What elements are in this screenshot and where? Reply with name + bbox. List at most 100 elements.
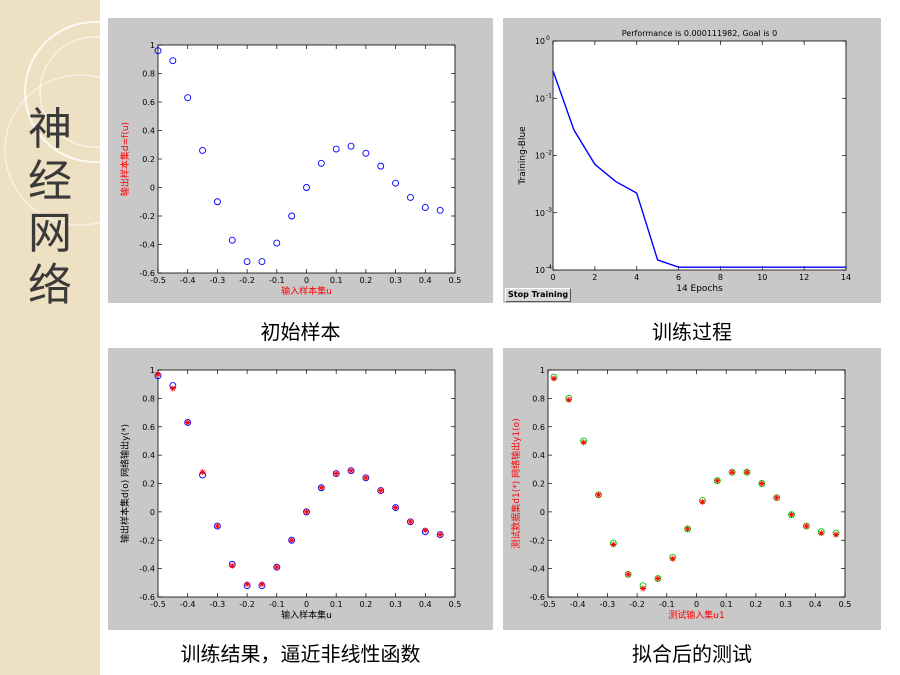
x-tick-label: -0.2	[629, 600, 645, 609]
x-tick-label: 0.2	[360, 600, 373, 609]
x-tick-label: -0.2	[239, 600, 255, 609]
y-tick-label-exponent: -4	[546, 264, 552, 271]
y-tick-label: -0.4	[139, 241, 155, 250]
data-point-circle	[407, 194, 414, 201]
data-point-circle	[347, 142, 355, 150]
data-point-star	[377, 487, 384, 494]
data-point-circle	[213, 198, 221, 206]
x-tick-label: -0.1	[269, 600, 285, 609]
x-tick-label: 0.5	[839, 600, 852, 609]
data-point-star	[565, 396, 572, 403]
caption-fit-test: 拟合后的测试	[632, 642, 752, 666]
plot-area	[547, 369, 846, 598]
x-tick-label: 6	[676, 273, 681, 282]
data-point-circle	[332, 145, 340, 153]
data-point-circle	[228, 236, 236, 244]
x-tick-label: 0.1	[720, 600, 733, 609]
y-tick-label-base: 10	[535, 152, 545, 161]
x-tick-label: 0	[694, 600, 699, 609]
chart-initial-samples: -0.5 -0.4 -0.3 -0.2 -0.1 0 0.1 0.2 0.3 0.4 0.5 -0.6…	[119, 41, 462, 297]
sidebar-title-char-3: 网	[28, 208, 72, 259]
data-point-star	[743, 469, 750, 476]
y-tick-label: 0.6	[142, 98, 155, 107]
y-tick-label-exponent: -1	[546, 92, 552, 99]
data-point-circle	[273, 239, 281, 247]
x-tick-label: 0.2	[750, 600, 763, 609]
y-tick-label: 0.4	[532, 451, 545, 460]
data-point-circle	[184, 94, 192, 102]
data-point-star	[714, 477, 721, 484]
y-tick-label-base: 10	[535, 37, 545, 46]
y-tick-label: -0.6	[529, 593, 545, 602]
y-tick-label: 0.4	[142, 127, 155, 136]
data-point-star	[244, 581, 251, 588]
x-tick-label: 0.3	[389, 276, 402, 285]
data-point-circle	[243, 258, 251, 266]
x-tick-label: 8	[718, 273, 723, 282]
chart-fit-test: -0.5 -0.4 -0.3 -0.2 -0.1 0 0.1 0.2 0.3 0.4 0.5 -0.6…	[510, 366, 852, 621]
x-tick-label: 0.3	[779, 600, 792, 609]
data-point-star	[437, 531, 444, 538]
caption-training-result: 训练结果，逼近非线性函数	[180, 642, 421, 666]
y-tick-label: 0	[150, 508, 155, 517]
chart-panel-training-result: -0.5 -0.4 -0.3 -0.2 -0.1 0 0.1 0.2 0.3 0.4 0.5 -0.6…	[108, 348, 493, 630]
x-tick-label: -0.4	[180, 276, 196, 285]
data-point-star	[184, 419, 191, 426]
y-tick-label: 0.6	[142, 423, 155, 432]
y-tick-label: 0.8	[142, 70, 155, 79]
x-tick-label: 0.5	[449, 276, 462, 285]
x-tick-label: 0.4	[809, 600, 822, 609]
stop-training-button[interactable]: Stop Training	[505, 288, 572, 302]
data-point-star	[169, 385, 176, 392]
data-point-star	[288, 537, 295, 544]
y-tick-label: 0.2	[142, 480, 155, 489]
y-tick-label-base: 10	[535, 94, 545, 103]
data-point-star	[788, 511, 795, 518]
y-tick-label: 0.6	[532, 423, 545, 432]
x-tick-label: 4	[634, 273, 639, 282]
data-point-circle	[154, 47, 162, 55]
chart-title: Performance is 0.000111982, Goal is 0	[622, 29, 777, 38]
x-tick-label: -0.1	[659, 600, 675, 609]
x-tick-label: 0.4	[419, 600, 432, 609]
x-tick-label: 14	[841, 273, 851, 282]
data-point-circle	[288, 212, 296, 220]
data-point-star	[362, 474, 369, 481]
sidebar-title-char-2: 经	[28, 156, 72, 207]
data-point-circle	[392, 179, 400, 187]
data-point-star	[258, 581, 265, 588]
x-tick-label: -0.5	[150, 276, 166, 285]
data-point-circle	[362, 149, 370, 157]
y-tick-label: -0.6	[139, 593, 155, 602]
x-tick-label: -0.3	[600, 600, 616, 609]
data-point-star	[729, 469, 736, 476]
data-point-circle	[377, 162, 385, 170]
x-tick-label: -0.3	[210, 600, 226, 609]
x-tick-label: -0.1	[269, 276, 285, 285]
data-point-circle	[258, 258, 266, 266]
y-tick-label: 1	[150, 366, 155, 375]
y-axis-label: 输出样本集d(o) 网络输出y(*)	[119, 424, 131, 543]
data-point-star	[155, 371, 161, 378]
y-tick-label: 0.8	[532, 394, 545, 403]
sidebar-title-char-4: 络	[28, 260, 72, 311]
plot-area	[552, 40, 847, 271]
data-point-circle	[169, 57, 177, 65]
data-point-star	[273, 564, 280, 571]
y-tick-label-base: 10	[535, 266, 545, 275]
data-point-star	[803, 523, 810, 530]
data-point-star	[348, 467, 355, 474]
data-point-star	[640, 585, 647, 592]
y-tick-label-base: 10	[535, 209, 545, 218]
x-axis-label: 14 Epochs	[676, 284, 723, 294]
data-point-star	[625, 571, 632, 578]
y-tick-label: 0.8	[142, 394, 155, 403]
data-point-star	[833, 531, 840, 538]
x-tick-label: 0	[304, 600, 309, 609]
x-tick-label: 0.1	[330, 600, 343, 609]
chart-panel-fit-test: -0.5 -0.4 -0.3 -0.2 -0.1 0 0.1 0.2 0.3 0.4 0.5 -0.6…	[503, 348, 881, 630]
chart-panel-training-process: 0 2 4 6 8 10 12 14 10 -4 10 -3 10 -2 10 -1 10 0 Performanc…	[503, 18, 881, 303]
y-tick-label: -0.2	[529, 536, 545, 545]
caption-training-process: 训练过程	[652, 320, 732, 344]
x-tick-label: -0.4	[570, 600, 586, 609]
